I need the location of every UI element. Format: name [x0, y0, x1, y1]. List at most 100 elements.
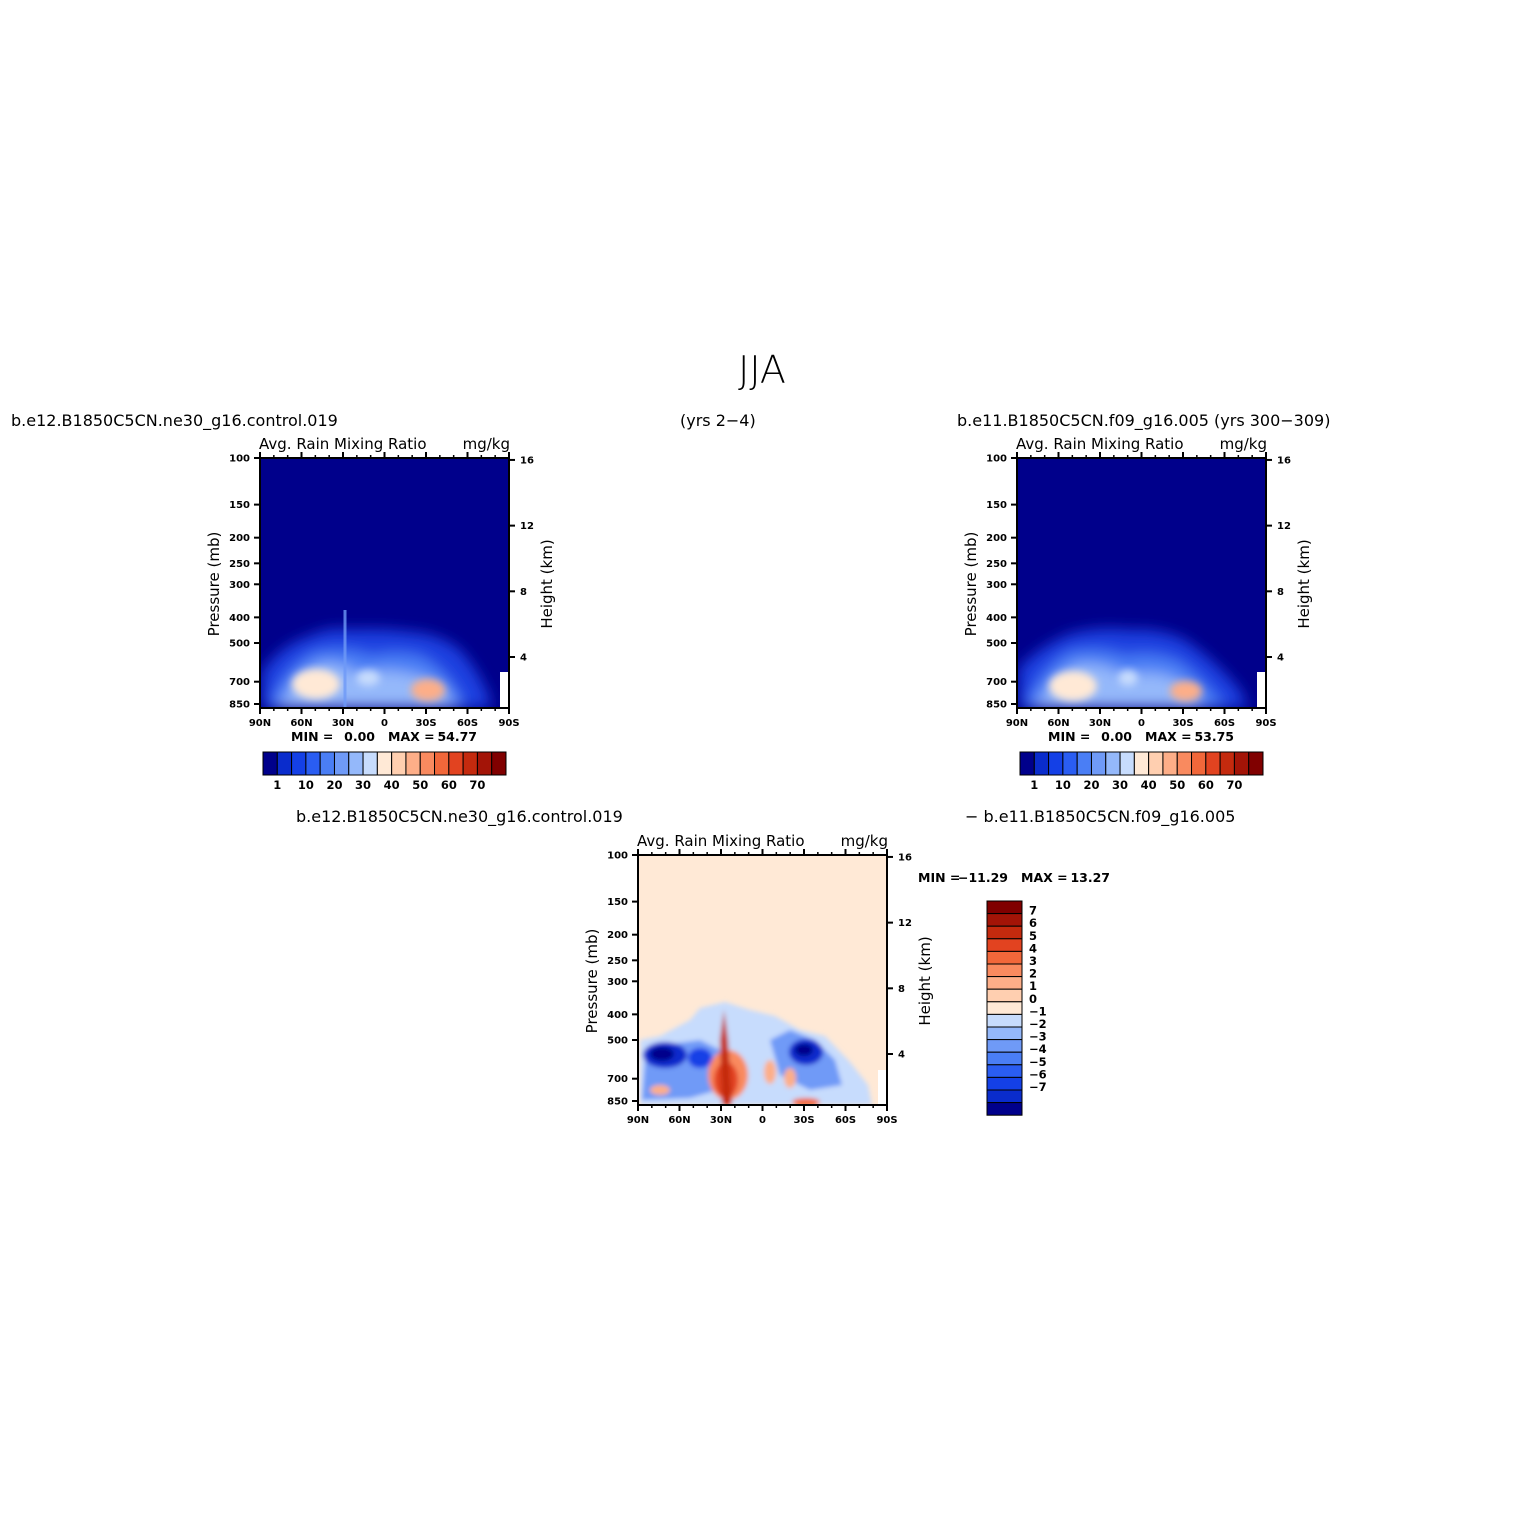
y-tick-label: 500	[229, 639, 250, 650]
colorbar-box	[276, 751, 293, 776]
colorbar-box	[362, 751, 378, 776]
y-tick-label: 200	[986, 533, 1007, 544]
panel-units: mg/kg	[1220, 435, 1267, 453]
height-tick-label: 8	[1277, 587, 1284, 598]
colorbar-label: −2	[1029, 1017, 1047, 1031]
ylabel-height: Height (km)	[916, 936, 934, 1025]
colorbar-box	[434, 751, 450, 776]
height-tick-label: 4	[1277, 653, 1284, 664]
y-tick-label: 850	[986, 700, 1007, 711]
colorbar-box	[986, 900, 1023, 915]
colorbar-label: −1	[1029, 1004, 1047, 1018]
colorbar-label: 7	[1029, 904, 1037, 918]
panel-units: mg/kg	[463, 435, 510, 453]
max-label: MAX =	[1145, 729, 1192, 744]
colorbar-label: 50	[1169, 778, 1185, 792]
colorbar-label: 70	[1226, 778, 1242, 792]
panel-difference: Avg. Rain Mixing Ratio mg/kg	[583, 832, 1110, 1126]
x-tick-label: 60S	[1214, 718, 1235, 729]
y-tick-label: 300	[607, 977, 628, 988]
max-value: 53.75	[1194, 729, 1234, 744]
feature-eq-positive	[764, 1060, 776, 1084]
ylabel-pressure: Pressure (mb)	[583, 929, 601, 1034]
y-tick-label: 250	[607, 956, 628, 967]
min-value: −11.29	[958, 870, 1008, 885]
colorbar-label: 6	[1029, 916, 1037, 930]
x-tick-label: 30N	[1089, 718, 1111, 729]
field-plot	[1017, 458, 1266, 708]
y-tick-label: 100	[986, 454, 1007, 465]
colorbar-box	[1019, 751, 1035, 776]
years-top-left: (yrs 2−4)	[680, 411, 756, 430]
x-tick-label: 60N	[668, 1115, 690, 1126]
colorbar-label: 1	[1030, 778, 1038, 792]
colorbar-box	[986, 913, 1023, 927]
height-tick-label: 12	[898, 918, 912, 929]
x-tick-label: 0	[381, 718, 388, 729]
max-value: 13.27	[1070, 870, 1110, 885]
x-tick-label: 30S	[1172, 718, 1193, 729]
colorbar-box	[986, 1051, 1023, 1066]
colorbar-box	[986, 1001, 1023, 1015]
feature-sh-positive	[784, 1068, 796, 1088]
colorbar-box	[491, 751, 507, 776]
colorbar-box	[986, 950, 1023, 965]
ylabel-height: Height (km)	[538, 539, 556, 628]
x-tick-label: 0	[759, 1115, 766, 1126]
colorbar-box	[1148, 751, 1164, 776]
colorbar-label: 50	[412, 778, 428, 792]
colorbar-box	[305, 751, 321, 776]
y-ticks: 100 150 200 250 300 400 500 700 850	[607, 851, 638, 1108]
colorbar-box	[986, 1102, 1023, 1116]
feature-sh-negative-core	[795, 1044, 813, 1056]
colorbar-label: −3	[1029, 1030, 1047, 1044]
colorbar-label: −7	[1029, 1080, 1047, 1094]
colorbar-box	[1205, 751, 1221, 776]
colorbar-label: 3	[1029, 954, 1037, 968]
height-tick-label: 4	[520, 653, 527, 664]
height-tick-label: 12	[1277, 521, 1291, 532]
colorbar-label: 10	[298, 778, 314, 792]
ground-mask-east	[500, 672, 509, 708]
colorbar-box	[986, 976, 1023, 990]
y-tick-label: 850	[607, 1097, 628, 1108]
colorbar-box	[986, 1064, 1023, 1078]
colorbar-box	[986, 1076, 1023, 1091]
y-tick-label: 150	[229, 500, 250, 511]
colorbar-label: 0	[1029, 992, 1037, 1006]
height-ticks: 16 12 8 4	[509, 455, 534, 664]
colorbar-box	[1162, 751, 1178, 776]
y-tick-label: 100	[229, 454, 250, 465]
colorbar-box	[462, 751, 478, 776]
colorbar-box	[1248, 751, 1264, 776]
y-tick-label: 400	[607, 1010, 628, 1021]
colorbar-label: 1	[273, 778, 281, 792]
x-tick-label: 30N	[332, 718, 354, 729]
feature-nh-midlat	[292, 669, 340, 699]
colorbar-box	[986, 1026, 1023, 1041]
feature-nh-surface-positive	[650, 1085, 670, 1095]
y-tick-label: 200	[607, 930, 628, 941]
panel-variable: Avg. Rain Mixing Ratio	[1016, 435, 1184, 453]
field-features	[1049, 670, 1202, 701]
colorbar-box	[1119, 751, 1135, 776]
colorbar-box	[1219, 751, 1235, 776]
colorbar-box	[476, 751, 493, 776]
x-tick-label: 90S	[498, 718, 519, 729]
x-tick-label: 60S	[457, 718, 478, 729]
colorbar-box	[986, 925, 1023, 940]
ylabel-pressure: Pressure (mb)	[205, 532, 223, 637]
colorbar-label: 30	[355, 778, 371, 792]
colorbar-box	[986, 963, 1023, 978]
y-tick-label: 300	[229, 580, 250, 591]
colorbar-label: 40	[384, 778, 400, 792]
colorbar-box	[986, 1039, 1023, 1053]
colorbar-label: 1	[1029, 979, 1037, 993]
panel-variable: Avg. Rain Mixing Ratio	[259, 435, 427, 453]
colorbar-label: 30	[1112, 778, 1128, 792]
y-tick-label: 500	[607, 1036, 628, 1047]
colorbar-box	[1076, 751, 1092, 776]
y-tick-label: 400	[986, 613, 1007, 624]
y-tick-label: 300	[986, 580, 1007, 591]
